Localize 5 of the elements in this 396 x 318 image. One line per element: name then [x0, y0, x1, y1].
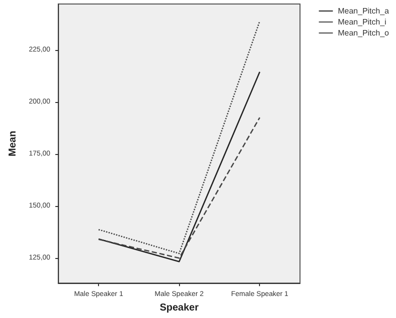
legend-label: Mean_Pitch_a — [338, 6, 390, 16]
legend-label: Mean_Pitch_o — [338, 28, 390, 38]
y-axis-title: Mean — [8, 130, 18, 156]
x-axis-title: Speaker — [160, 302, 199, 314]
legend-label: Mean_Pitch_i — [338, 18, 387, 26]
